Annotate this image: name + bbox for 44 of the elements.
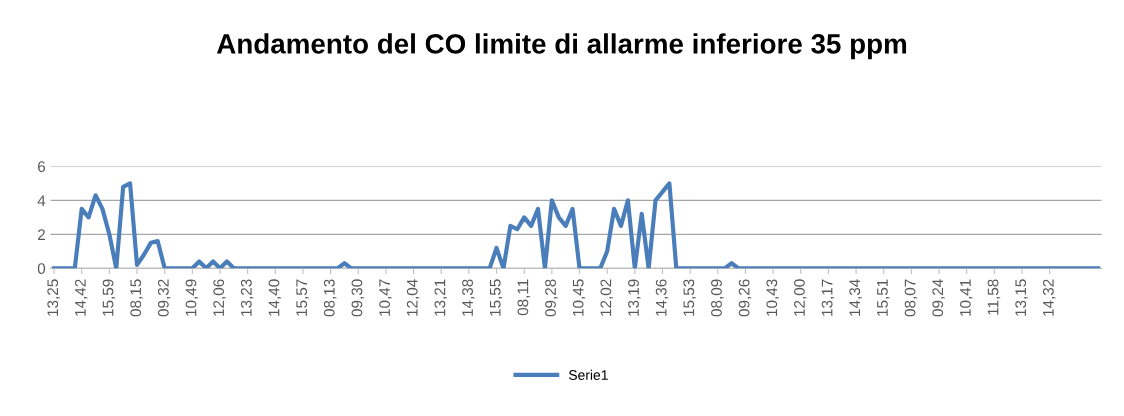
x-tick-label: 15,57 bbox=[296, 279, 309, 316]
x-tick-label: 12,04 bbox=[406, 279, 420, 316]
x-tick-label: 12,06 bbox=[213, 279, 226, 316]
x-tick-label: 14,42 bbox=[74, 279, 88, 316]
x-tick-label: 09,24 bbox=[932, 279, 945, 317]
x-tick-label: 10,45 bbox=[572, 279, 586, 316]
x-tick-label: 10,47 bbox=[379, 279, 392, 316]
x-tick-label: 14,38 bbox=[462, 279, 475, 316]
x-tick-label: 13,21 bbox=[434, 279, 448, 316]
x-tick-label: 09,32 bbox=[157, 279, 171, 317]
x-tick-label: 13,23 bbox=[240, 279, 254, 316]
x-tick-label: 15,51 bbox=[877, 279, 890, 316]
x-tick-label: 08,07 bbox=[904, 279, 918, 317]
legend-label: Serie1 bbox=[568, 369, 608, 380]
x-tick-label: 15,59 bbox=[102, 279, 116, 316]
x-tick-label: 14,36 bbox=[655, 279, 669, 316]
x-tick-label: 08,11 bbox=[517, 279, 531, 316]
x-tick-label: 12,00 bbox=[794, 279, 807, 316]
x-tick-label: 09,28 bbox=[545, 279, 558, 317]
x-tick-label: 08,09 bbox=[711, 279, 724, 317]
x-tick-label: 09,26 bbox=[738, 279, 752, 317]
x-tick-label: 10,49 bbox=[185, 279, 199, 316]
x-tick-label: 14,34 bbox=[849, 279, 862, 316]
chart-title: Andamento del CO limite di allarme inferiore 35 ppm bbox=[216, 33, 907, 60]
x-tick-label: 13,25 bbox=[47, 279, 60, 316]
x-tick-label: 12,02 bbox=[600, 279, 614, 316]
y-tick-label: 6 bbox=[38, 161, 46, 173]
x-tick-label: 15,53 bbox=[683, 279, 697, 316]
x-tick-label: 11,58 bbox=[987, 279, 1001, 315]
x-tick-label: 09,30 bbox=[351, 279, 365, 317]
x-tick-label: 10,41 bbox=[959, 279, 973, 316]
x-tick-label: 14,40 bbox=[268, 279, 282, 316]
line-series bbox=[51, 181, 1101, 269]
x-tick-label: 08,15 bbox=[130, 279, 143, 317]
x-tick-label: 13,17 bbox=[821, 279, 835, 316]
x-tick-label: 14,32 bbox=[1042, 279, 1056, 316]
x-tick-label: 13,19 bbox=[628, 279, 641, 316]
x-tick-label: 15,55 bbox=[489, 279, 503, 316]
y-tick-label: 4 bbox=[37, 195, 46, 206]
y-tick-label: 0 bbox=[37, 263, 46, 275]
x-tick-label: 08,13 bbox=[323, 279, 337, 317]
x-tick-label: 10,43 bbox=[766, 279, 780, 316]
y-tick-label: 2 bbox=[37, 229, 45, 240]
x-tick-label: 13,15 bbox=[1015, 279, 1028, 316]
